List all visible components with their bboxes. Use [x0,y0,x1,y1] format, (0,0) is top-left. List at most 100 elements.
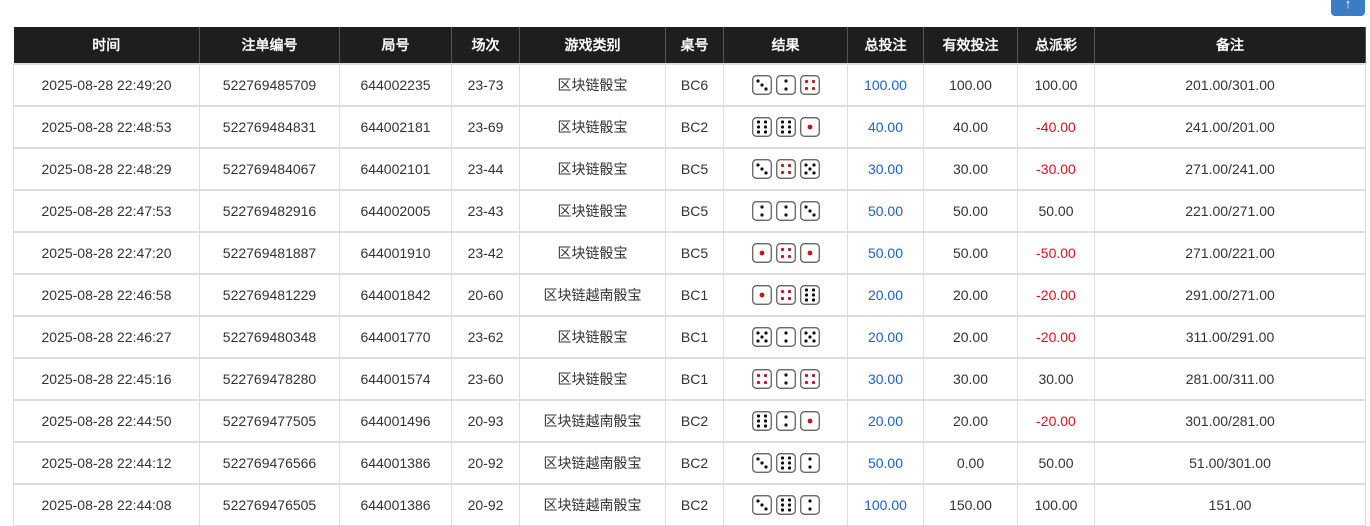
table-row: 2025-08-28 22:48:53 522769484831 644002181… [13,105,1366,149]
cell-order-id: 522769481229 [199,273,340,317]
die-1-icon [751,285,772,305]
cell-total-bet: 20.00 [847,315,924,359]
cell-game-type: 区块链骰宝 [519,189,666,233]
header-table-no: 桌号 [665,27,724,64]
cell-time: 2025-08-28 22:48:29 [13,147,200,191]
cell-total-payout: -30.00 [1017,147,1095,191]
bet-records-table: 时间 注单编号 局号 场次 游戏类别 桌号 结果 总投注 有效投注 总派彩 备注 2025-08-2… [13,27,1366,526]
die-5-icon [799,159,820,179]
cell-total-payout: -50.00 [1017,231,1095,275]
table-row: 2025-08-28 22:46:27 522769480348 644001770… [13,315,1366,359]
cell-table-no: BC1 [665,357,724,401]
cell-total-payout: -40.00 [1017,105,1095,149]
cell-total-bet: 100.00 [847,483,924,526]
cell-result [723,231,848,275]
cell-result [723,105,848,149]
cell-order-id: 522769485709 [199,63,340,107]
cell-round-id: 644001910 [339,231,452,275]
cell-order-id: 522769476566 [199,441,340,485]
cell-time: 2025-08-28 22:44:08 [13,483,200,526]
die-6-icon [775,495,796,515]
cell-valid-bet: 50.00 [923,231,1018,275]
cell-order-id: 522769484831 [199,105,340,149]
cell-remark: 51.00/301.00 [1094,441,1366,485]
cell-total-payout: 50.00 [1017,189,1095,233]
cell-result [723,357,848,401]
table-row: 2025-08-28 22:49:20 522769485709 644002235… [13,63,1366,107]
header-round-id: 局号 [339,27,452,64]
cell-game-type: 区块链越南骰宝 [519,441,666,485]
cell-valid-bet: 20.00 [923,273,1018,317]
table-row: 2025-08-28 22:47:53 522769482916 644002005… [13,189,1366,233]
die-6-icon [751,411,772,431]
cell-result [723,189,848,233]
cell-game-type: 区块链骰宝 [519,315,666,359]
cell-remark: 241.00/201.00 [1094,105,1366,149]
cell-session: 23-62 [451,315,520,359]
cell-round-id: 644001496 [339,399,452,443]
die-1-icon [799,243,820,263]
cell-order-id: 522769476505 [199,483,340,526]
cell-game-type: 区块链骰宝 [519,105,666,149]
header-game-type: 游戏类别 [519,27,666,64]
cell-remark: 301.00/281.00 [1094,399,1366,443]
die-2-icon [799,453,820,473]
cell-result [723,63,848,107]
cell-total-payout: 30.00 [1017,357,1095,401]
header-result: 结果 [723,27,848,64]
scroll-top-button[interactable]: ↑ [1331,0,1365,16]
cell-table-no: BC1 [665,315,724,359]
table-row: 2025-08-28 22:47:20 522769481887 644001910… [13,231,1366,275]
cell-session: 23-42 [451,231,520,275]
header-total-bet: 总投注 [847,27,924,64]
cell-table-no: BC6 [665,63,724,107]
cell-session: 23-44 [451,147,520,191]
die-3-icon [751,453,772,473]
die-4-icon [751,369,772,389]
cell-valid-bet: 40.00 [923,105,1018,149]
cell-session: 20-92 [451,441,520,485]
cell-remark: 281.00/311.00 [1094,357,1366,401]
arrow-up-icon: ↑ [1344,0,1352,11]
table-row: 2025-08-28 22:45:16 522769478280 644001574… [13,357,1366,401]
cell-table-no: BC5 [665,231,724,275]
die-4-icon [775,159,796,179]
cell-game-type: 区块链越南骰宝 [519,399,666,443]
die-4-icon [799,369,820,389]
die-1-icon [799,117,820,137]
die-6-icon [775,453,796,473]
cell-table-no: BC2 [665,399,724,443]
cell-time: 2025-08-28 22:45:16 [13,357,200,401]
cell-order-id: 522769477505 [199,399,340,443]
die-2-icon [775,201,796,221]
cell-round-id: 644002101 [339,147,452,191]
cell-total-bet: 40.00 [847,105,924,149]
die-2-icon [799,495,820,515]
cell-valid-bet: 30.00 [923,357,1018,401]
cell-valid-bet: 0.00 [923,441,1018,485]
cell-round-id: 644001574 [339,357,452,401]
cell-session: 23-60 [451,357,520,401]
cell-total-bet: 30.00 [847,147,924,191]
cell-table-no: BC2 [665,441,724,485]
cell-total-bet: 50.00 [847,441,924,485]
cell-total-payout: -20.00 [1017,315,1095,359]
cell-round-id: 644002235 [339,63,452,107]
die-5-icon [799,327,820,347]
cell-table-no: BC1 [665,273,724,317]
cell-time: 2025-08-28 22:47:53 [13,189,200,233]
cell-total-payout: -20.00 [1017,399,1095,443]
die-5-icon [751,327,772,347]
cell-table-no: BC2 [665,105,724,149]
cell-result [723,399,848,443]
cell-remark: 221.00/271.00 [1094,189,1366,233]
cell-round-id: 644002181 [339,105,452,149]
cell-game-type: 区块链骰宝 [519,63,666,107]
die-2-icon [775,369,796,389]
cell-remark: 271.00/221.00 [1094,231,1366,275]
cell-round-id: 644001842 [339,273,452,317]
cell-game-type: 区块链越南骰宝 [519,483,666,526]
die-3-icon [751,495,772,515]
cell-total-bet: 100.00 [847,63,924,107]
cell-total-payout: 50.00 [1017,441,1095,485]
